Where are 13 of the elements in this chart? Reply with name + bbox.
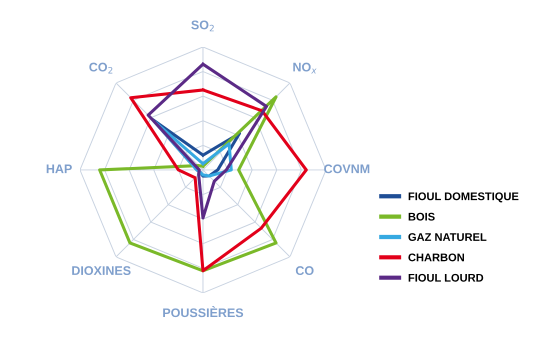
spoke-label: HAP: [46, 164, 72, 174]
spoke-label: NO$_{x}$: [293, 62, 317, 74]
spoke-label: POUSSIÈRES: [163, 306, 244, 318]
legend-label: FIOUL DOMESTIQUE: [408, 192, 518, 202]
legend-label: GAZ NATUREL: [408, 233, 486, 241]
spoke-label: DIOXINES: [72, 266, 131, 276]
spoke-label: CO$_{2}$: [89, 62, 112, 74]
legend-label: CHARBON: [408, 253, 464, 262]
spoke-label: SO$_{2}$: [191, 20, 214, 32]
spoke-label: COVNM: [324, 164, 370, 174]
legend-label: BOIS: [408, 212, 435, 221]
legend-label: FIOUL LOURD: [408, 274, 484, 282]
spoke-label: CO: [296, 266, 314, 276]
